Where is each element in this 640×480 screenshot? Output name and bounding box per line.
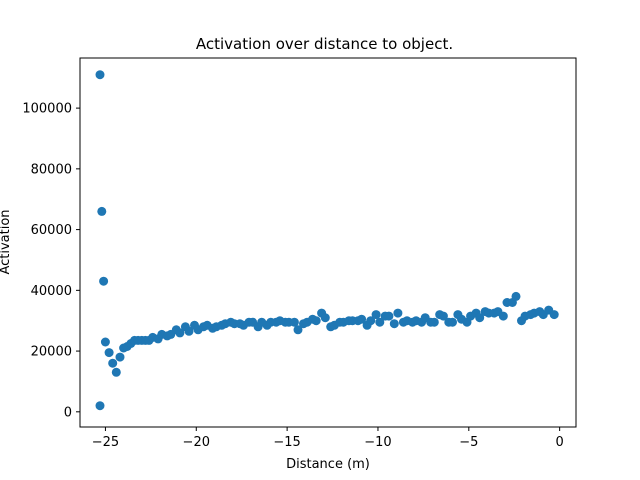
y-tick-label: 60000	[31, 223, 72, 238]
data-point	[475, 313, 485, 323]
y-tick-label: 20000	[31, 345, 72, 360]
data-point	[357, 314, 367, 324]
data-point	[375, 317, 385, 327]
data-point	[104, 348, 114, 358]
data-point	[320, 313, 330, 323]
data-point	[108, 358, 118, 368]
data-point	[99, 276, 109, 286]
data-points	[95, 70, 559, 411]
data-point	[393, 308, 403, 318]
y-tick-label: 0	[64, 405, 72, 420]
data-point	[184, 326, 194, 336]
data-point	[100, 337, 110, 347]
y-tick-label: 100000	[22, 102, 72, 117]
x-tick-label: 0	[556, 435, 564, 450]
data-point	[175, 328, 185, 338]
data-point	[95, 70, 105, 80]
data-point	[311, 316, 321, 326]
x-tick-label: −5	[459, 435, 478, 450]
x-tick-label: −20	[183, 435, 210, 450]
y-axis-title: Activation	[0, 209, 13, 274]
data-point	[549, 310, 559, 320]
y-axis-ticks: 0 20000 40000 60000 80000 100000	[22, 102, 80, 420]
data-point	[498, 311, 508, 321]
plot-frame	[79, 57, 577, 428]
data-point	[289, 317, 299, 327]
data-point	[384, 311, 394, 321]
data-point	[293, 325, 303, 335]
data-point	[366, 316, 376, 326]
data-point	[97, 206, 107, 216]
data-point	[111, 367, 121, 377]
y-tick-label: 80000	[31, 162, 72, 177]
data-point	[448, 317, 457, 327]
x-tick-label: −15	[273, 435, 300, 450]
data-point	[95, 401, 105, 411]
x-axis-ticks: −25 −20 −15 −10 −5 0	[92, 427, 564, 450]
data-point	[371, 310, 381, 320]
x-tick-label: −10	[364, 435, 391, 450]
data-point	[389, 319, 399, 329]
x-tick-label: −25	[92, 435, 119, 450]
chart-title: Activation over distance to object.	[196, 35, 453, 53]
data-point	[438, 311, 448, 321]
x-axis-title: Distance (m)	[286, 457, 370, 472]
data-point	[511, 291, 521, 301]
data-point	[429, 317, 439, 327]
data-point	[115, 352, 125, 362]
y-tick-label: 40000	[31, 284, 72, 299]
